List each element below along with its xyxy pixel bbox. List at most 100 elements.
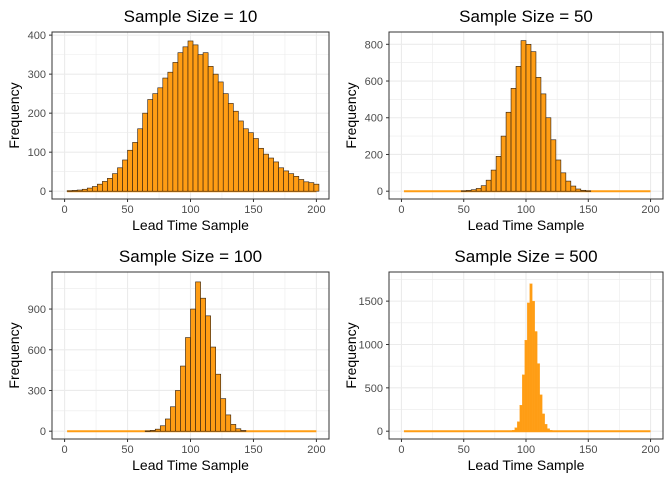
panel-4: 0 50 100 150 200 0 500 1000 1500 Sample Size = 50… (343, 247, 664, 473)
histogram-bar (167, 71, 174, 192)
y-tick-label: 300 (28, 385, 46, 397)
chart-title: Sample Size = 10 (124, 7, 258, 26)
x-tick-label: 200 (641, 204, 659, 216)
chart-title: Sample Size = 100 (119, 247, 262, 266)
x-tick-label: 0 (62, 204, 68, 216)
histogram-bar (215, 373, 222, 432)
x-axis-label: Lead Time Sample (132, 217, 249, 233)
histogram-bar (532, 300, 535, 432)
histogram-bar (207, 66, 214, 192)
histogram-bar (152, 93, 159, 192)
histogram-bar (278, 167, 284, 192)
y-tick-label: 800 (365, 39, 383, 51)
x-tick-label: 100 (181, 444, 199, 456)
y-tick-label: 100 (28, 147, 46, 159)
y-tick-label: 300 (28, 69, 46, 81)
histogram-bar (162, 77, 169, 192)
y-tick-label: 600 (28, 345, 46, 357)
histogram-bar (495, 156, 502, 192)
y-tick-label: 600 (365, 76, 383, 88)
x-tick-label: 200 (641, 444, 659, 456)
histogram-bar (470, 189, 477, 192)
histogram-bar (490, 169, 497, 192)
histogram-bar (507, 430, 510, 432)
histogram-bar (549, 430, 553, 432)
y-tick-label: 0 (377, 426, 383, 438)
x-tick-label: 100 (181, 204, 199, 216)
y-tick-label: 500 (365, 383, 383, 395)
histogram-bar (303, 181, 310, 192)
chart-title: Sample Size = 500 (454, 247, 597, 266)
histogram-bar (515, 66, 522, 192)
histogram-bar (529, 283, 533, 432)
panel-3: 0 50 100 150 200 0 300 600 900 Sample Size = 100 L… (6, 247, 330, 473)
y-tick-label: 1500 (359, 296, 383, 308)
x-tick-label: 150 (244, 444, 262, 456)
histogram-bar (227, 103, 234, 192)
histogram-bar (144, 430, 151, 432)
histogram-bar (293, 176, 300, 192)
histogram-bar (66, 190, 73, 192)
histogram-bar (197, 54, 204, 192)
y-axis-label: Frequency (343, 322, 359, 388)
histogram-bar (510, 88, 517, 192)
histogram-bar (288, 173, 295, 192)
y-tick-label: 0 (377, 186, 383, 198)
histogram-bar (192, 44, 199, 192)
x-tick-label: 200 (307, 204, 325, 216)
histogram-bar (465, 190, 472, 192)
x-tick-label: 50 (121, 204, 133, 216)
histogram-bar (313, 183, 320, 192)
histogram-bar (240, 430, 247, 432)
histogram-bar (71, 190, 78, 192)
histogram-bar (81, 188, 88, 192)
histogram-bar (137, 128, 143, 192)
histogram-bar (520, 40, 527, 192)
histogram-bar (509, 430, 513, 432)
histogram-bar (552, 430, 555, 432)
histogram-bar (243, 128, 249, 192)
histogram-bar (580, 189, 587, 192)
x-tick-label: 0 (62, 444, 68, 456)
histogram-bar (283, 170, 290, 192)
histogram-bar (537, 363, 540, 432)
x-tick-label: 50 (121, 444, 133, 456)
y-tick-label: 0 (40, 426, 46, 438)
histogram-bar (522, 374, 525, 432)
histogram-bar (205, 315, 211, 432)
histogram-bar (212, 73, 219, 192)
histogram-bar (222, 93, 229, 192)
histogram-bar (172, 62, 179, 192)
x-tick-label: 100 (517, 204, 535, 216)
histogram-bar (195, 281, 201, 432)
histogram-bar (112, 173, 118, 192)
histogram-bar (159, 425, 166, 432)
x-tick-label: 100 (517, 444, 535, 456)
histogram-bar (263, 153, 269, 192)
histogram-bar (544, 424, 548, 432)
histogram-bar (500, 135, 507, 192)
histogram-bar (268, 157, 274, 192)
histogram-bar (102, 181, 108, 192)
x-axis-label: Lead Time Sample (468, 457, 585, 473)
histogram-bar (570, 185, 577, 192)
x-tick-label: 50 (458, 204, 470, 216)
x-axis-label: Lead Time Sample (132, 457, 249, 473)
histogram-bar (585, 190, 592, 192)
y-tick-label: 900 (28, 304, 46, 316)
x-tick-label: 150 (579, 204, 597, 216)
histogram-bar (157, 87, 164, 192)
histogram-bar (540, 93, 547, 192)
histogram-bar (76, 189, 83, 192)
histogram-bar (253, 138, 259, 192)
y-axis-label: Frequency (6, 82, 22, 148)
histogram-bar (575, 188, 582, 192)
histogram-bar (530, 51, 537, 192)
y-tick-label: 200 (28, 108, 46, 120)
histogram-bar (147, 99, 154, 192)
panel-2: 0 50 100 150 200 0 200 400 600 800 Sample Size = 5… (343, 7, 664, 233)
histogram-bar (238, 120, 244, 192)
histogram-bar (97, 183, 103, 192)
histogram-bar (117, 167, 123, 192)
y-tick-label: 200 (365, 149, 383, 161)
